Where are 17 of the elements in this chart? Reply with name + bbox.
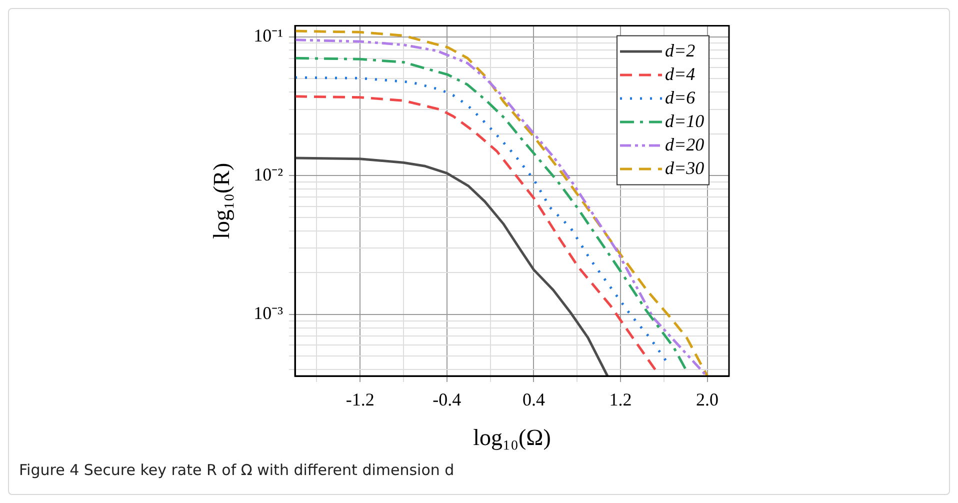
y-tick-label: 10⁻³ bbox=[254, 303, 284, 324]
y-tick-label: 10⁻² bbox=[254, 164, 283, 184]
x-tick-label: 1.2 bbox=[609, 390, 632, 410]
legend-label: d=2 bbox=[665, 40, 696, 60]
caption: Figure 4 Secure key rate R of Ω with different dimension d bbox=[19, 461, 454, 479]
legend-label: d=4 bbox=[665, 64, 696, 84]
legend-label: d=30 bbox=[665, 158, 704, 178]
legend-label: d=6 bbox=[665, 87, 696, 108]
y-axis-title: log₁₀(R) bbox=[208, 162, 234, 239]
legend-label: d=10 bbox=[665, 110, 704, 131]
x-tick-label: -0.4 bbox=[432, 390, 462, 410]
x-tick-label: 2.0 bbox=[696, 390, 719, 410]
x-axis-title: log₁₀(Ω) bbox=[473, 425, 551, 450]
x-tick-label: 0.4 bbox=[522, 390, 545, 410]
y-tick-label: 10⁻¹ bbox=[254, 26, 283, 46]
x-tick-label: -1.2 bbox=[346, 390, 374, 410]
legend-label: d=20 bbox=[665, 134, 704, 154]
